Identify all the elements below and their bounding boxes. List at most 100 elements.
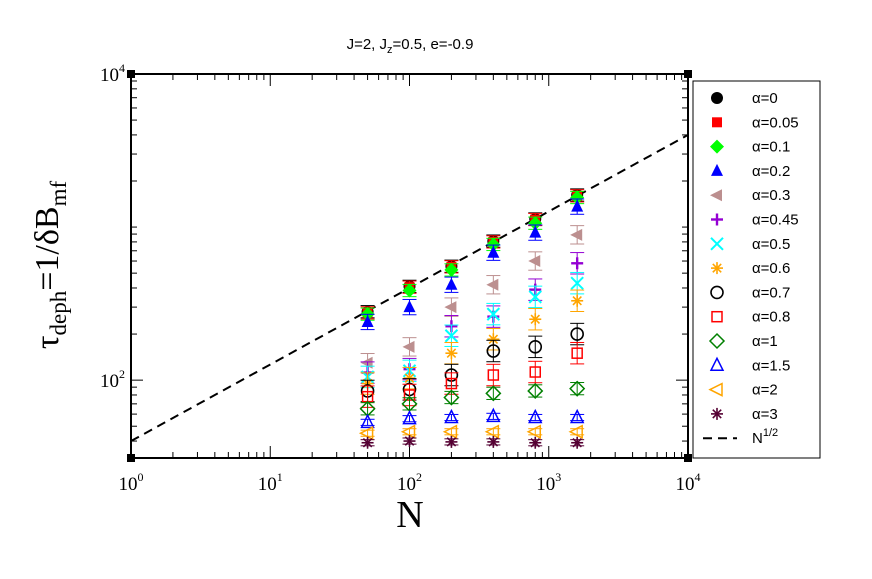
- legend-marker: [710, 285, 724, 300]
- legend-item: α=3: [711, 406, 778, 423]
- legend-item: α=1: [708, 332, 778, 350]
- data-point: [486, 278, 499, 291]
- series-10: [359, 380, 586, 417]
- data-point: [445, 435, 458, 448]
- series-5: [360, 252, 585, 384]
- legend-item: α=0.1: [710, 139, 790, 156]
- x-tick-label: 101: [258, 470, 283, 495]
- data-point: [570, 228, 583, 241]
- data-point: [571, 436, 584, 449]
- data-point: [526, 424, 542, 439]
- legend-item: α=2: [708, 382, 778, 399]
- data-point: [487, 369, 500, 381]
- legend-marker: [712, 117, 722, 128]
- series-13: [360, 435, 585, 449]
- data-point: [571, 199, 584, 212]
- y-tick-label: 102: [100, 367, 125, 392]
- series-2: [360, 190, 585, 322]
- legend-marker: [710, 237, 724, 251]
- legend-item: α=0.45: [711, 212, 799, 229]
- data-point: [442, 424, 458, 439]
- legend-item: N1/2: [703, 427, 778, 447]
- data-point: [358, 426, 374, 441]
- data-point: [528, 408, 543, 424]
- series-6: [360, 271, 585, 389]
- legend-label: α=3: [752, 406, 778, 423]
- data-point: [360, 413, 375, 429]
- series-3: [360, 198, 585, 331]
- data-point: [529, 313, 542, 326]
- legend-item: α=0.8: [711, 309, 790, 326]
- series-8: [360, 322, 585, 403]
- data-series: [358, 188, 586, 449]
- data-point: [443, 389, 460, 406]
- chart-title: J=2, Jz=0.5, e=-0.9: [347, 36, 474, 56]
- legend-marker: [709, 356, 725, 372]
- x-tick-label: 102: [397, 470, 422, 495]
- data-point: [486, 307, 501, 321]
- legend-item: α=0.5: [710, 236, 790, 253]
- axes: [127, 70, 692, 462]
- data-point: [529, 225, 542, 238]
- data-point: [445, 277, 458, 290]
- data-point: [402, 410, 417, 425]
- legend-label: α=0.2: [752, 163, 790, 180]
- legend-item: α=0: [711, 90, 778, 107]
- x-tick-label: 103: [536, 470, 561, 495]
- legend-label: α=0.6: [752, 260, 790, 277]
- legend-marker: [708, 332, 726, 350]
- legend-marker: [711, 262, 723, 275]
- legend: α=0 α=0.05 α=0.1 α=0.2 α=0.3 α=0.45 α=0.5 α=0.6…: [703, 90, 799, 447]
- legend-label: α=0.7: [752, 284, 790, 301]
- data-point: [571, 294, 584, 307]
- data-point: [568, 424, 583, 439]
- legend-marker: [711, 407, 723, 420]
- legend-item: α=0.05: [712, 114, 799, 131]
- series-1: [360, 189, 585, 320]
- legend-marker: [711, 163, 723, 176]
- data-point: [444, 262, 459, 277]
- data-point: [402, 283, 417, 298]
- data-point: [569, 380, 586, 397]
- legend-label: α=2: [752, 382, 778, 399]
- data-point: [484, 424, 500, 439]
- data-point: [400, 424, 416, 439]
- series-0: [360, 188, 585, 319]
- x-tick-label: 104: [676, 470, 701, 495]
- data-point: [486, 407, 501, 423]
- data-point: [528, 216, 543, 231]
- y-axis-label: τdeph=1/δBmf: [29, 181, 71, 350]
- data-point: [528, 340, 543, 354]
- data-point: [528, 255, 541, 268]
- series-7: [360, 289, 585, 395]
- legend-marker: [710, 189, 722, 202]
- data-point: [569, 408, 585, 424]
- data-point: [527, 382, 544, 400]
- frame-corner: [684, 454, 692, 462]
- legend-marker: [711, 92, 723, 104]
- legend-label: α=0.1: [752, 139, 790, 156]
- data-point: [570, 190, 585, 205]
- data-point: [485, 385, 502, 402]
- data-point: [571, 257, 584, 270]
- series-12: [358, 424, 585, 441]
- data-point: [402, 340, 415, 353]
- legend-item: α=1.5: [709, 356, 790, 374]
- data-point: [444, 329, 459, 343]
- data-point: [529, 436, 542, 449]
- data-point: [529, 366, 542, 378]
- legend-label: α=1: [752, 333, 778, 350]
- data-point: [403, 300, 416, 313]
- data-point: [486, 344, 501, 358]
- data-point: [487, 435, 500, 448]
- data-point: [445, 347, 458, 360]
- legend-item: α=0.2: [711, 163, 790, 180]
- legend-marker: [711, 213, 723, 226]
- tick-labels: 100 101 102 103 104 102 104: [100, 61, 701, 495]
- data-point: [570, 327, 584, 341]
- legend-label: α=0.8: [752, 309, 790, 326]
- data-point: [361, 436, 374, 449]
- legend-marker: [708, 382, 723, 397]
- legend-item: α=0.7: [710, 284, 790, 301]
- legend-marker: [710, 139, 724, 154]
